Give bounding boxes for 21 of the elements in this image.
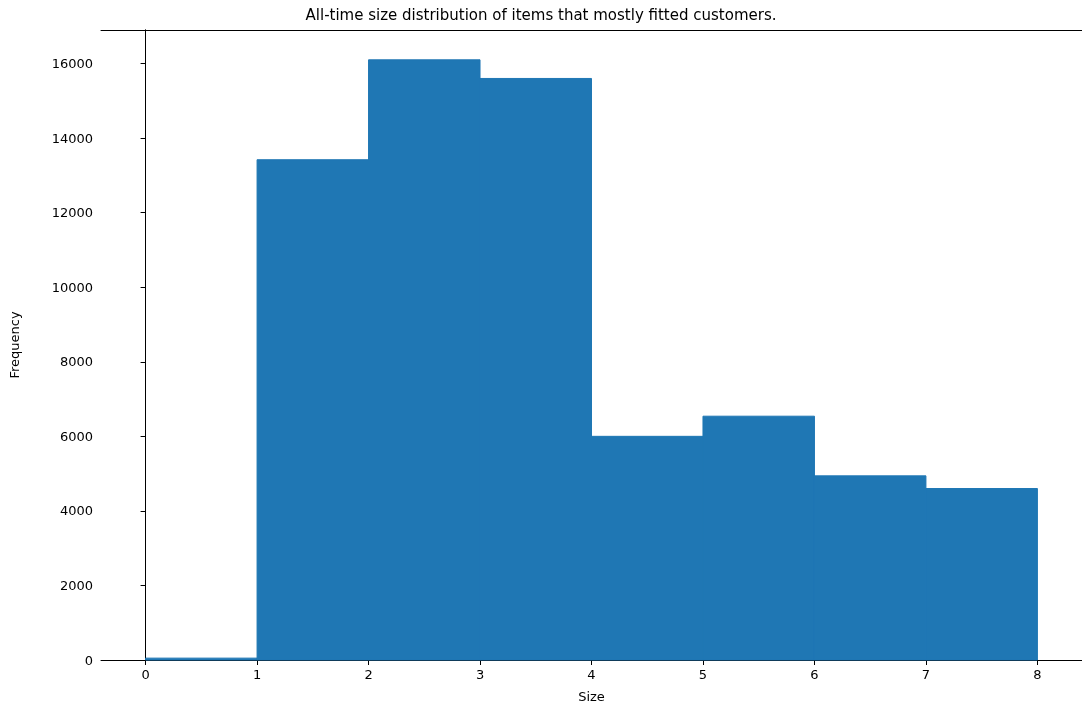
y-tick-label: 10000 [51,279,93,295]
x-tick-label: 7 [921,667,931,682]
x-tick-label: 4 [587,667,596,682]
x-tick-label: 8 [1033,667,1042,682]
x-tick-label: 5 [698,667,708,682]
x-tick-label: 0 [141,667,150,682]
y-tick-label: 14000 [51,130,93,146]
y-tick-label: 2000 [59,577,93,593]
chart-title: All-time size distribution of items that mostly fitted customers. [305,5,777,24]
y-tick-label: 8000 [59,354,93,370]
y-axis-title: Frequency [7,311,22,379]
y-tick-label: 4000 [59,503,93,519]
x-tick-label: 1 [252,667,262,682]
y-tick-label: 0 [84,652,93,668]
x-tick-label: 6 [810,667,819,682]
y-tick-label: 6000 [59,428,93,444]
x-axis-title: Size [578,689,605,704]
y-tick-label: 16000 [51,56,93,72]
y-tick-label: 12000 [51,205,93,221]
x-tick-label: 2 [364,667,373,682]
x-tick-label: 3 [475,667,485,682]
